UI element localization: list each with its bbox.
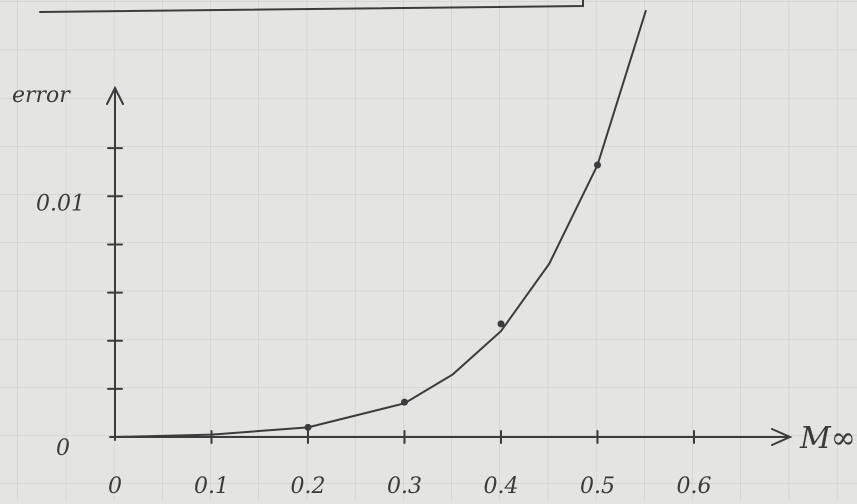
chart: error M∞ 0 0.1 0.2 0.3 0.4 0.5 0.6 0 0.01 [0,0,857,500]
data-point [498,320,505,327]
x-axis-label: M∞ [799,421,856,456]
graph-paper [0,0,857,500]
y-tick-label: 0 [56,436,70,461]
x-tick-label: 0.3 [387,474,422,499]
page: {"chart_data": { "type": "line", "x_labe… [0,0,857,500]
x-tick-label: 0.4 [484,474,519,499]
x-tick-label: 0 [108,474,122,499]
data-point [594,162,601,169]
x-tick-label: 0.6 [677,474,712,499]
x-tick-label: 0.2 [291,474,326,499]
x-tick-label: 0.5 [580,474,615,499]
y-tick-label: 0.01 [36,191,85,216]
data-point [305,424,312,431]
y-axis-label: error [12,83,71,108]
data-point [401,399,408,406]
x-tick-label: 0.1 [194,474,229,499]
